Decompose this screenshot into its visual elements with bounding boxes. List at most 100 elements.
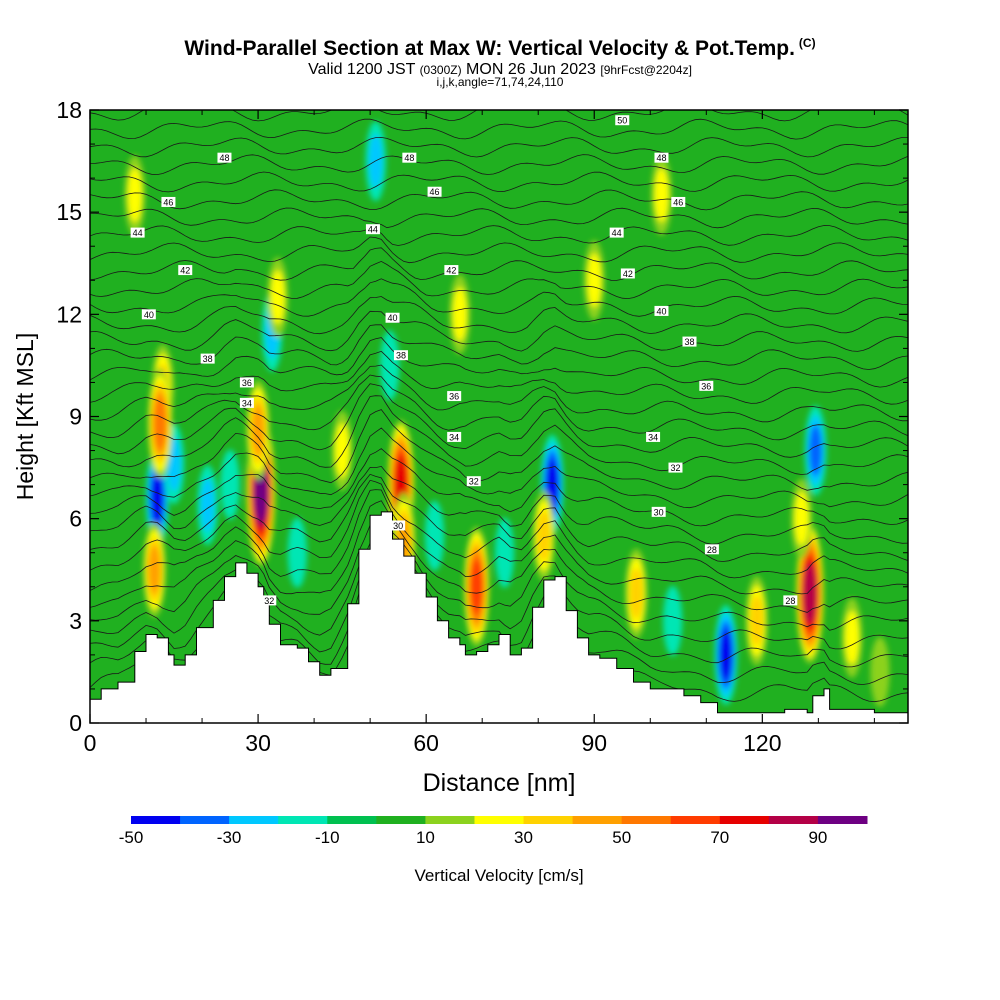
isentrope-line-16 — [90, 364, 908, 423]
isentrope-label-box — [200, 353, 215, 364]
colorbar-tick-label-2: -10 — [315, 828, 340, 847]
isentrope-label-15: 40 — [654, 305, 669, 316]
terrain — [90, 511, 908, 723]
isentrope-label-text: 38 — [203, 354, 213, 364]
isentrope-label-box — [130, 227, 145, 238]
isentrope-label-text: 44 — [612, 228, 622, 238]
colorbar-tick-label-6: 70 — [710, 828, 729, 847]
velocity-cell-27-ring-2 — [809, 425, 823, 477]
isentrope-label-text: 30 — [654, 507, 664, 517]
isentrope-label-1: 48 — [217, 152, 232, 163]
isentrope-label-31: 28 — [783, 595, 798, 606]
velocity-cell-23-ring-0 — [663, 585, 683, 656]
velocity-cell-8-ring-3 — [251, 404, 265, 456]
y-axis-label: Height [Kft MSL] — [12, 333, 38, 500]
isentrope-line-13 — [90, 395, 908, 475]
velocity-cell-32-ring-1 — [654, 168, 669, 223]
isentrope-label-20: 36 — [447, 391, 462, 402]
isentrope-label-text: 48 — [656, 153, 666, 163]
isentrope-label-box — [178, 265, 193, 276]
isentrope-label-text: 42 — [623, 269, 633, 279]
isentrope-line-21 — [90, 296, 908, 335]
isentrope-line-30 — [90, 154, 908, 176]
isentrope-label-text: 34 — [242, 398, 252, 408]
colorbar: -50 -30 -10 10 30 50 70 90 Vertical Velocity [cm… — [119, 816, 868, 885]
chart-title: Wind-Parallel Section at Max W: Vertical… — [0, 36, 1000, 61]
forecast-info: [9hrFcst@2204z] — [600, 63, 692, 77]
isentrope-label-box — [447, 391, 462, 402]
isentrope-label-11: 42 — [444, 265, 459, 276]
isentrope-label-box — [161, 196, 176, 207]
colorbar-swatch-0 — [131, 816, 181, 824]
isentrope-line-7 — [90, 479, 908, 579]
isentrope-line-24 — [90, 247, 908, 281]
isentrope-label-box — [447, 431, 462, 442]
isentrope-line-25 — [90, 236, 908, 264]
colorbar-swatch-13 — [768, 816, 819, 824]
copyright-mark: (C) — [798, 36, 816, 50]
isentrope-line-6 — [90, 489, 908, 595]
colorbar-tick-label-4: 30 — [514, 828, 533, 847]
isentrope-label-text: 36 — [242, 378, 252, 388]
colorbar-swatch-9 — [572, 816, 623, 824]
isentrope-label-box — [651, 506, 666, 517]
isentrope-label-box — [466, 476, 481, 487]
isentrope-label-22: 34 — [239, 397, 254, 408]
isentrope-label-box — [654, 152, 669, 163]
y-tick-label-3: 9 — [69, 404, 82, 430]
isentrope-label-box — [385, 312, 400, 323]
isentrope-label-5: 46 — [427, 186, 442, 197]
isentrope-label-text: 32 — [264, 596, 274, 606]
x-tick-label-4: 120 — [743, 730, 781, 756]
colorbar-swatch-14 — [817, 816, 868, 824]
isentrope-label-13: 40 — [141, 309, 156, 320]
isentrope-line-3 — [90, 537, 908, 650]
isentrope-label-box — [609, 227, 624, 238]
velocity-cell-1-ring-1 — [166, 437, 182, 492]
colorbar-swatch-5 — [376, 816, 426, 824]
velocity-cell-10-ring-1 — [270, 270, 285, 325]
x-tick-label-2: 60 — [413, 730, 439, 756]
isentrope-line-32 — [90, 118, 908, 140]
colorbar-label: Vertical Velocity [cm/s] — [414, 866, 583, 885]
isentrope-line-19 — [90, 324, 908, 370]
velocity-cell-22-ring-2 — [629, 568, 643, 620]
isentrope-label-text: 28 — [785, 596, 795, 606]
valid-time: Valid 1200 JST — [308, 61, 416, 78]
isentrope-label-box — [654, 305, 669, 316]
isentrope-label-box — [444, 265, 459, 276]
isentrope-label-box — [393, 350, 408, 361]
colorbar-swatch-4 — [327, 816, 377, 824]
colorbar-swatch-10 — [621, 816, 672, 824]
velocity-cell-30-ring-0 — [870, 636, 890, 707]
y-tick-label-6: 18 — [56, 97, 82, 123]
isentrope-label-text: 34 — [449, 432, 459, 442]
isentrope-label-box — [699, 380, 714, 391]
isentrope-label-box — [682, 336, 697, 347]
isentrope-label-4: 46 — [161, 196, 176, 207]
colorbar-swatch-12 — [719, 816, 770, 824]
isentrope-line-14 — [90, 383, 908, 458]
isentrope-line-26 — [90, 225, 908, 246]
isentrope-line-17 — [90, 350, 908, 405]
isentrope-line-4 — [90, 517, 908, 631]
isentrope-label-18: 38 — [682, 336, 697, 347]
isentrope-label-text: 46 — [430, 187, 440, 197]
colorbar-tick-label-1: -30 — [217, 828, 242, 847]
isentrope-line-27 — [90, 207, 908, 229]
isentrope-line-8 — [90, 473, 908, 562]
isentrope-label-16: 38 — [200, 353, 215, 364]
isentrope-line-10 — [90, 448, 908, 527]
y-tick-label-0: 0 — [69, 710, 82, 736]
y-tick-label-2: 6 — [69, 506, 82, 532]
isentrope-line-22 — [90, 278, 908, 317]
isentrope-label-text: 46 — [163, 197, 173, 207]
isentrope-label-text: 32 — [469, 477, 479, 487]
terrain-profile — [90, 511, 908, 723]
isentrope-label-17: 38 — [393, 350, 408, 361]
colorbar-swatch-1 — [180, 816, 230, 824]
isentrope-line-28 — [90, 189, 908, 211]
isentrope-label-30: 28 — [704, 544, 719, 555]
isentrope-line-12 — [90, 409, 908, 491]
